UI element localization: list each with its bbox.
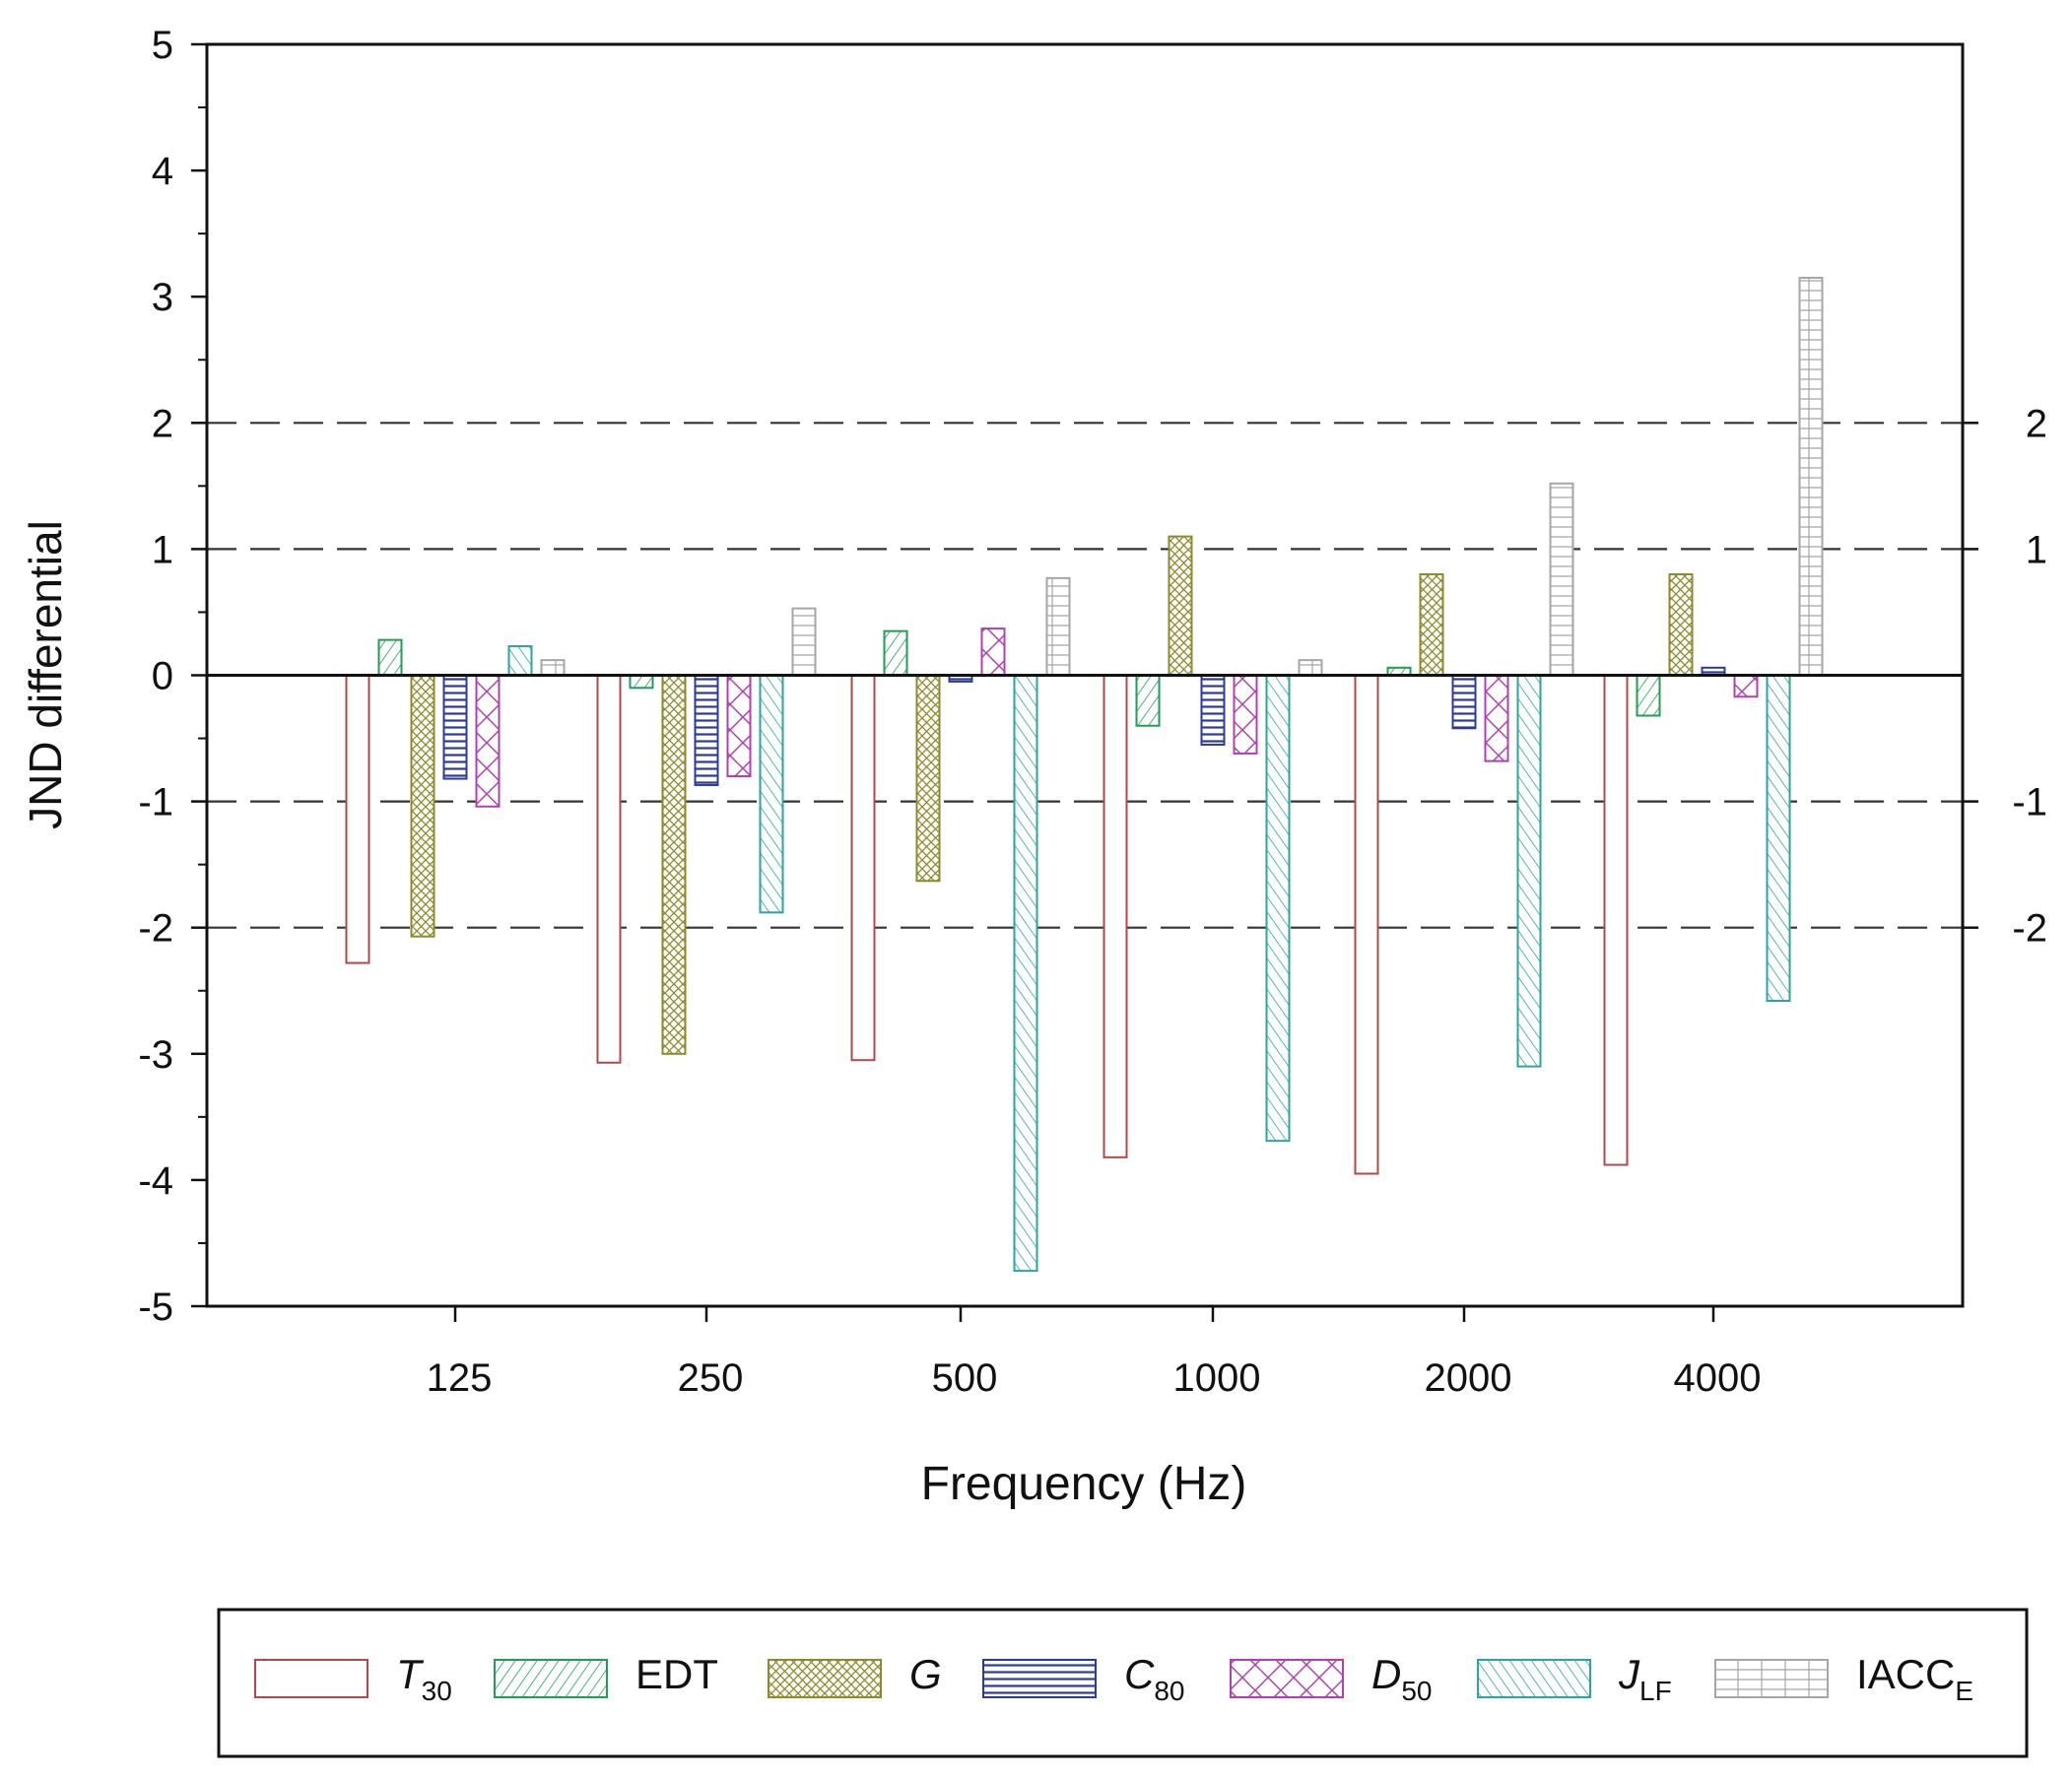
bar-g-1000 (1168, 535, 1193, 677)
bar-g-2000 (1419, 573, 1444, 677)
legend-label-edt: EDT (635, 1651, 718, 1697)
bar-d50-125 (475, 674, 501, 808)
y-tick-label: 2 (152, 402, 173, 445)
bar-c80-250 (694, 674, 719, 786)
y-tick-label: 1 (152, 528, 173, 571)
bar-c80-1000 (1200, 674, 1226, 746)
legend-label-g: G (909, 1651, 942, 1697)
bar-c80-125 (442, 674, 468, 780)
y-tick-label: 0 (152, 655, 173, 698)
y-tick-label: -3 (138, 1033, 173, 1077)
legend-swatch-edt (494, 1659, 608, 1698)
y-tick-label: -1 (138, 781, 173, 825)
bar-edt-4000 (1636, 674, 1661, 717)
bar-t30-500 (850, 674, 876, 1062)
bar-g-125 (410, 674, 435, 938)
y-tick-label: -5 (138, 1286, 173, 1329)
legend-label-jlf: JLF (1618, 1651, 1672, 1706)
x-tick-label: 500 (932, 1356, 998, 1400)
legend-swatch-iacce (1714, 1659, 1829, 1698)
y-tick-label: -2 (138, 907, 173, 951)
reference-lines (207, 422, 1963, 929)
x-tick-label: 1000 (1173, 1356, 1261, 1400)
legend-label-t30: T30 (396, 1651, 452, 1706)
x-tick-label: 4000 (1674, 1356, 1762, 1400)
bar-iacce-250 (791, 607, 817, 677)
bar-t30-2000 (1354, 674, 1379, 1175)
bar-t30-125 (345, 674, 370, 964)
bar-d50-1000 (1233, 674, 1258, 755)
bar-c80-2000 (1451, 674, 1477, 730)
bar-g-4000 (1668, 573, 1694, 677)
bar-t30-250 (596, 674, 622, 1064)
right-tick-label: -1 (2012, 781, 2047, 825)
bar-edt-1000 (1135, 674, 1161, 727)
x-tick-label: 125 (427, 1356, 493, 1400)
y-tick-label: 3 (152, 276, 173, 319)
bar-edt-500 (883, 629, 908, 677)
legend-label-iacce: IACCE (1856, 1651, 1973, 1706)
legend-label-c80: C80 (1124, 1651, 1185, 1706)
bar-d50-250 (726, 674, 752, 777)
y-tick-label: 5 (152, 24, 173, 67)
y-tick-label: -4 (138, 1159, 173, 1203)
bar-jlf-125 (507, 645, 533, 677)
legend-swatch-c80 (982, 1659, 1097, 1698)
bar-jlf-2000 (1516, 674, 1542, 1068)
x-tick-label: 250 (678, 1356, 744, 1400)
right-tick-label: -2 (2012, 907, 2047, 951)
bar-iacce-500 (1045, 576, 1071, 677)
bar-jlf-1000 (1265, 674, 1291, 1143)
bar-jlf-250 (759, 674, 784, 914)
bar-iacce-2000 (1549, 482, 1574, 677)
x-tick-label: 2000 (1425, 1356, 1512, 1400)
legend: T30 EDT G C80 D50 JLF IACCE (217, 1608, 2029, 1758)
bar-iacce-125 (540, 659, 566, 677)
legend-swatch-jlf (1477, 1659, 1591, 1698)
bar-t30-4000 (1603, 674, 1629, 1166)
bar-d50-2000 (1484, 674, 1509, 762)
bar-g-500 (915, 674, 941, 883)
legend-label-d50: D50 (1371, 1651, 1433, 1706)
bar-d50-500 (980, 627, 1006, 677)
legend-swatch-t30 (254, 1659, 368, 1698)
right-tick-label: 1 (2026, 528, 2047, 571)
legend-swatch-g (768, 1659, 882, 1698)
bar-jlf-4000 (1766, 674, 1791, 1002)
bar-d50-4000 (1733, 674, 1759, 698)
bar-g-250 (661, 674, 687, 1055)
axes: 5 4 3 2 1 0 -1 -2 -3 -4 -5 2 1 -1 -2 125 250 500 1000 2000 4… (138, 24, 2047, 1400)
bar-jlf-500 (1013, 674, 1038, 1273)
x-axis-label: Frequency (Hz) (921, 1458, 1247, 1510)
legend-swatch-d50 (1230, 1659, 1344, 1698)
y-axis-label: JND differential (20, 520, 71, 829)
right-tick-label: 2 (2026, 402, 2047, 445)
y-tick-label: 4 (152, 150, 173, 193)
bar-iacce-1000 (1298, 659, 1323, 677)
bar-t30-1000 (1103, 674, 1128, 1158)
bar-iacce-4000 (1798, 276, 1824, 677)
bar-edt-250 (629, 674, 654, 690)
bars (345, 276, 1824, 1273)
bar-edt-125 (377, 638, 403, 677)
